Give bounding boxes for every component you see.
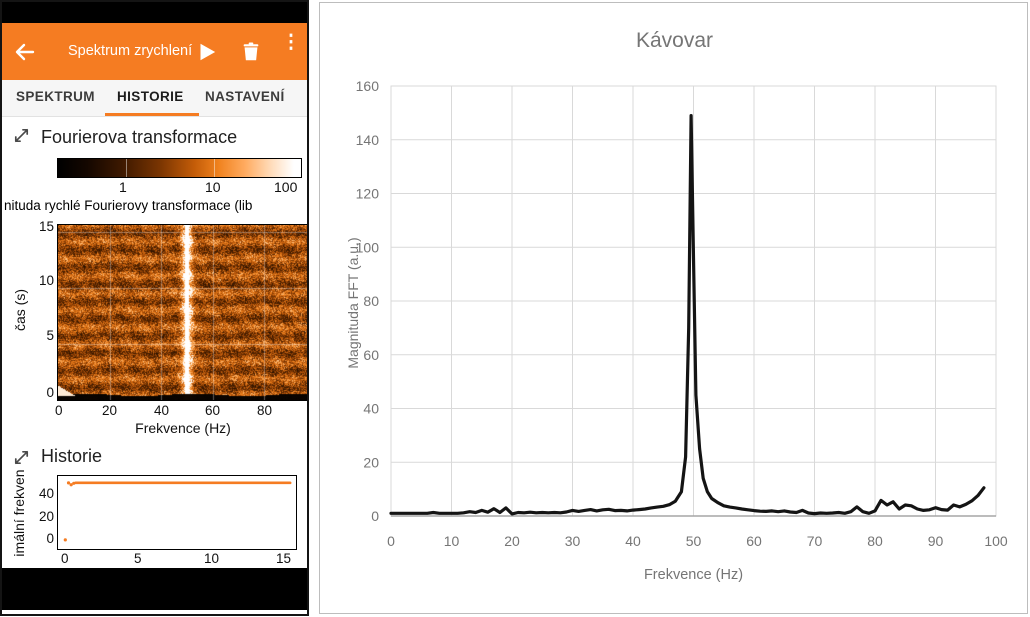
history-expand-button[interactable] xyxy=(12,448,31,472)
fft-color-scale xyxy=(57,158,302,178)
play-button[interactable] xyxy=(193,39,219,65)
svg-text:20: 20 xyxy=(504,533,520,549)
spectrogram-plot[interactable] xyxy=(57,224,307,401)
spectro-ytick-5: 5 xyxy=(46,328,54,343)
delete-button[interactable] xyxy=(238,39,264,65)
spectro-xlabel: Frekvence (Hz) xyxy=(135,420,231,436)
svg-text:50: 50 xyxy=(686,533,702,549)
svg-text:40: 40 xyxy=(363,401,379,417)
colorbar-label-100: 100 xyxy=(274,179,298,195)
status-bar xyxy=(2,2,307,23)
svg-text:70: 70 xyxy=(807,533,823,549)
fft-caption-truncated: nituda rychlé Fourierovy transformace (l… xyxy=(4,198,253,213)
history-plot[interactable] xyxy=(57,475,297,550)
tab-historie[interactable]: HISTORIE xyxy=(117,89,184,104)
phone-screenshot: Spektrum zrychlení ⋮ SPEKTRUM HISTORIE N… xyxy=(0,0,309,616)
svg-text:80: 80 xyxy=(363,293,379,309)
back-button[interactable] xyxy=(12,39,38,65)
svg-text:0: 0 xyxy=(387,533,395,549)
svg-text:140: 140 xyxy=(356,132,380,148)
fft-expand-button[interactable] xyxy=(12,126,31,150)
history-series xyxy=(63,481,292,542)
chart-xlabel: Frekvence (Hz) xyxy=(643,567,744,583)
svg-text:60: 60 xyxy=(363,347,379,363)
spectro-xtick-20: 20 xyxy=(102,403,118,418)
tab-spektrum[interactable]: SPEKTRUM xyxy=(16,89,95,104)
expand-arrows-icon xyxy=(14,450,29,465)
app-bar: Spektrum zrychlení ⋮ xyxy=(2,23,307,80)
svg-text:0: 0 xyxy=(371,508,379,524)
spectro-xtick-0: 0 xyxy=(55,403,63,418)
svg-text:160: 160 xyxy=(356,78,380,94)
svg-text:100: 100 xyxy=(356,239,380,255)
history-xtick-5: 5 xyxy=(134,551,142,566)
colorbar-label-1: 1 xyxy=(119,179,127,195)
svg-text:100: 100 xyxy=(984,533,1008,549)
spectrogram-heatmap xyxy=(58,225,307,400)
svg-text:40: 40 xyxy=(625,533,641,549)
app-title: Spektrum zrychlení xyxy=(68,43,193,59)
tab-bar: SPEKTRUM HISTORIE NASTAVENÍ xyxy=(2,80,307,117)
spectro-xtick-60: 60 xyxy=(205,403,221,418)
android-navigation-bar xyxy=(2,568,307,610)
spectro-ytick-15: 15 xyxy=(38,219,54,234)
trash-icon xyxy=(243,42,259,61)
chart-panel: Kávovar Magnituda FFT (a.u.) 0 10 20 30 40 50… xyxy=(319,2,1028,614)
history-section-title: Historie xyxy=(41,446,103,466)
tab-nastaveni[interactable]: NASTAVENÍ xyxy=(205,89,285,104)
history-xtick-0: 0 xyxy=(61,551,69,566)
expand-arrows-icon xyxy=(14,128,29,143)
fft-line-chart: 0 10 20 30 40 50 60 70 80 90 100 0 20 40 60 80 100 120 140… xyxy=(356,78,1008,549)
history-ytick-40: 40 xyxy=(38,486,54,501)
arrow-left-icon xyxy=(15,43,35,61)
spectro-ytick-10: 10 xyxy=(38,273,54,288)
svg-text:90: 90 xyxy=(928,533,944,549)
colorbar-tick xyxy=(213,159,215,177)
history-ytick-0: 0 xyxy=(46,531,54,546)
fft-section-title: Fourierova transformace xyxy=(41,127,238,147)
spectro-ytick-0: 0 xyxy=(46,385,54,400)
svg-text:80: 80 xyxy=(867,533,883,549)
colorbar-tick xyxy=(126,159,128,177)
spectro-xtick-80: 80 xyxy=(257,403,273,418)
overflow-menu-button[interactable]: ⋮ xyxy=(281,32,301,53)
spectro-xtick-40: 40 xyxy=(154,403,170,418)
svg-text:20: 20 xyxy=(363,454,379,470)
history-xtick-15: 15 xyxy=(276,551,292,566)
svg-text:30: 30 xyxy=(565,533,581,549)
svg-text:120: 120 xyxy=(356,186,380,202)
chart-title: Kávovar xyxy=(635,29,714,52)
history-xtick-10: 10 xyxy=(204,551,220,566)
history-ylabel-truncated: imální frekven xyxy=(11,469,27,557)
active-tab-indicator xyxy=(105,113,199,116)
play-icon xyxy=(200,43,216,61)
history-ytick-20: 20 xyxy=(38,509,54,524)
svg-text:10: 10 xyxy=(444,533,460,549)
spectro-ylabel: čas (s) xyxy=(12,289,28,331)
colorbar-label-10: 10 xyxy=(205,179,221,195)
svg-text:60: 60 xyxy=(746,533,762,549)
